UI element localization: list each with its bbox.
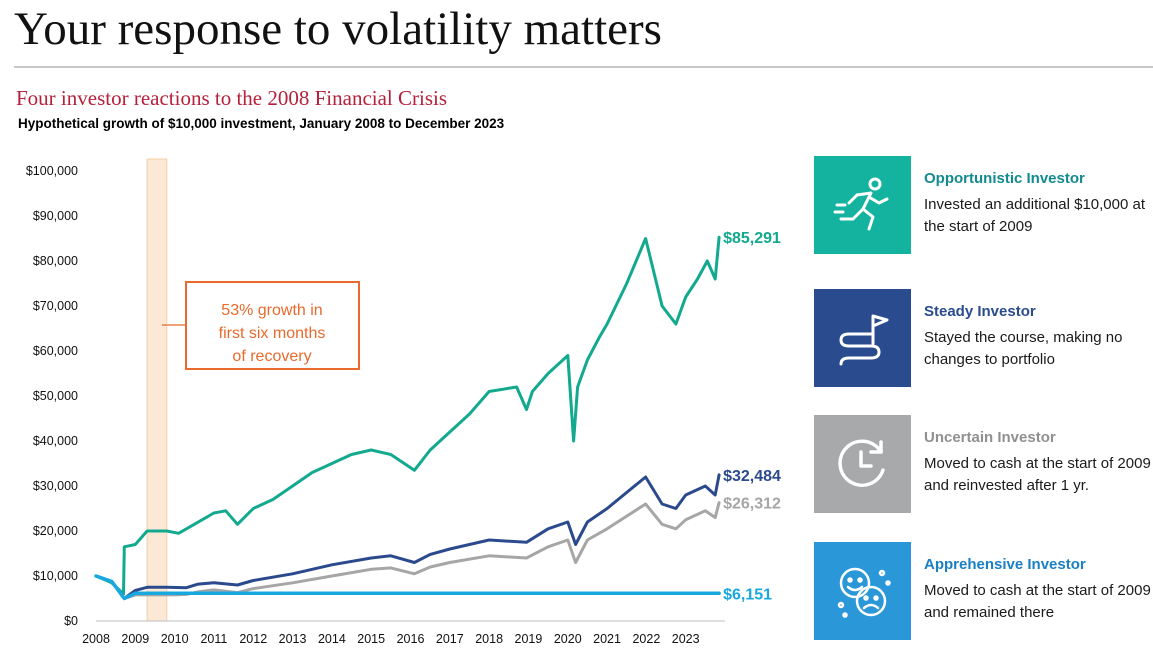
- growth-line-chart: $0 $10,000 $20,000 $30,000 $40,000 $50,000 $60…: [26, 158, 781, 646]
- x-tick-label: 2022: [632, 632, 660, 646]
- x-tick-label: 2014: [318, 632, 346, 646]
- recovery-highlight-band: [146, 158, 168, 622]
- y-tick-label: $60,000: [33, 344, 78, 358]
- x-tick-label: 2015: [357, 632, 385, 646]
- y-tick-label: $0: [64, 614, 78, 628]
- x-tick-label: 2013: [279, 632, 307, 646]
- y-tick-label: $50,000: [33, 389, 78, 403]
- legend-tile: [814, 156, 911, 254]
- page-title: Your response to volatility matters: [14, 3, 662, 55]
- end-value-label: $26,312: [723, 496, 781, 513]
- x-tick-label: 2010: [161, 632, 189, 646]
- x-tick-label: 2009: [121, 632, 149, 646]
- y-tick-label: $40,000: [33, 434, 78, 448]
- x-tick-label: 2012: [239, 632, 267, 646]
- x-tick-label: 2018: [475, 632, 503, 646]
- x-tick-label: 2017: [436, 632, 464, 646]
- x-tick-label: 2019: [515, 632, 543, 646]
- legend-tile: [814, 542, 911, 640]
- runner-icon: [833, 177, 888, 231]
- series-line-uncertain-investor: [94, 501, 721, 600]
- legend-description: Moved to cash at the start of 2009 and r…: [924, 582, 1151, 621]
- end-value-label: $6,151: [723, 586, 772, 603]
- chart-subtitle: Four investor reactions to the 2008 Fina…: [16, 86, 448, 110]
- end-value-label: $85,291: [723, 230, 781, 247]
- y-tick-label: $30,000: [33, 479, 78, 493]
- clock-icon: [837, 439, 885, 487]
- x-tick-label: 2008: [82, 632, 110, 646]
- legend-uncertain: Uncertain Investor Moved to cash at the …: [814, 415, 1153, 515]
- x-tick-label: 2016: [397, 632, 425, 646]
- x-tick-label: 2023: [672, 632, 700, 646]
- legend-name: Opportunistic Investor: [924, 170, 1085, 187]
- legend-opportunistic: Opportunistic Investor Invested an addit…: [814, 156, 1153, 256]
- end-value-label: $32,484: [723, 468, 781, 485]
- series-line-steady-investor: [94, 473, 721, 600]
- y-tick-label: $80,000: [33, 254, 78, 268]
- legend-description: Stayed the course, making no changes to …: [924, 329, 1123, 368]
- series-line-opportunistic-investor: [94, 235, 721, 596]
- legend-steady: Steady Investor Stayed the course, makin…: [814, 289, 1153, 389]
- annotation-box: [185, 281, 360, 370]
- series-line-apprehensive-investor: [94, 574, 721, 601]
- legend-name: Apprehensive Investor: [924, 556, 1086, 573]
- winding-path-flag-icon: [839, 314, 888, 366]
- legend-apprehensive: Apprehensive Investor Moved to cash at t…: [814, 542, 1153, 642]
- legend-tile: [814, 415, 911, 513]
- annotation-callout: 53% growth in first six months of recovery: [162, 281, 360, 370]
- y-tick-label: $20,000: [33, 524, 78, 538]
- x-tick-label: 2020: [554, 632, 582, 646]
- legend-description: Moved to cash at the start of 2009 and r…: [924, 455, 1151, 494]
- y-tick-label: $100,000: [26, 164, 78, 178]
- legend-name: Steady Investor: [924, 303, 1036, 320]
- y-tick-label: $70,000: [33, 299, 78, 313]
- legend-name: Uncertain Investor: [924, 429, 1056, 446]
- chart-description: Hypothetical growth of $10,000 investmen…: [18, 116, 505, 131]
- worried-faces-icon: [837, 567, 891, 618]
- legend-description: Invested an additional $10,000 at the st…: [924, 196, 1146, 235]
- legend-tile: [814, 289, 911, 387]
- y-tick-label: $10,000: [33, 569, 78, 583]
- title-divider: [14, 66, 1153, 68]
- y-tick-label: $90,000: [33, 209, 78, 223]
- x-tick-label: 2021: [593, 632, 621, 646]
- x-tick-label: 2011: [200, 632, 227, 646]
- annotation-text: 53% growth in first six months of recovery: [219, 302, 326, 365]
